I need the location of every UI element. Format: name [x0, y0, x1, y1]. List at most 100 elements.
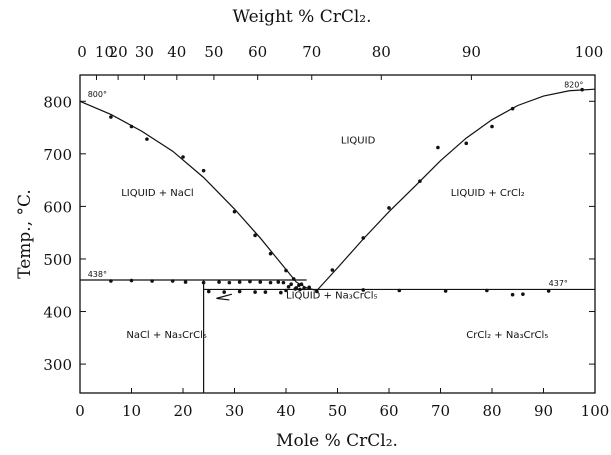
top-tick-label-40: 40	[167, 43, 186, 61]
region-label-nacl-na3crcl5: NaCl + Na₃CrCl₅	[126, 330, 207, 341]
y-tick-label-800: 800	[43, 93, 72, 111]
data-point-18	[490, 124, 494, 129]
data-point-47	[263, 290, 268, 294]
plot-frame	[79, 74, 596, 394]
data-point-39	[302, 286, 306, 291]
data-point-31	[258, 280, 263, 284]
data-point-52	[443, 289, 448, 293]
data-point-26	[201, 280, 206, 285]
data-point-41	[293, 287, 298, 291]
data-point-24	[170, 279, 175, 283]
bottom-axis-title: Mole % CrCl₂.	[276, 431, 398, 451]
temperature-label-437: 437°	[549, 279, 568, 288]
y-tick-label-400: 400	[43, 304, 72, 322]
data-point-28	[227, 280, 232, 285]
region-label-liquid-nacl: LIQUID + NaCl	[121, 188, 193, 199]
x-tick-label-70: 70	[431, 402, 450, 420]
liquidus-nacl-side	[79, 100, 318, 292]
data-point-13	[361, 236, 366, 240]
y-axis-title: Temp., °C.	[15, 189, 35, 279]
region-label-liquid: LIQUID	[341, 135, 376, 146]
top-tick-label-30: 30	[135, 43, 154, 61]
x-tick-label-10: 10	[122, 402, 141, 420]
data-point-44	[222, 290, 226, 294]
data-point-2	[145, 137, 149, 141]
data-point-19	[510, 106, 515, 111]
data-point-46	[253, 290, 257, 294]
y-tick-label-700: 700	[43, 146, 72, 164]
data-point-17	[464, 141, 469, 146]
data-point-25	[183, 280, 188, 284]
data-point-27	[217, 280, 221, 284]
data-point-12	[330, 268, 335, 272]
data-point-30	[248, 279, 252, 284]
data-point-48	[279, 290, 283, 295]
data-point-45	[237, 289, 242, 294]
liquidus-crcl2-side	[316, 88, 596, 291]
data-point-54	[510, 292, 515, 297]
top-tick-label-100: 100	[575, 43, 604, 61]
data-point-14	[387, 206, 391, 210]
data-point-11	[307, 285, 311, 290]
data-point-43	[206, 289, 211, 294]
data-point-55	[521, 292, 525, 296]
data-point-38	[297, 283, 301, 288]
x-tick-label-40: 40	[276, 402, 295, 420]
data-point-20	[580, 87, 584, 92]
x-tick-label-90: 90	[534, 402, 553, 420]
data-point-49	[315, 289, 319, 294]
top-axis-title: Weight % CrCl₂.	[232, 7, 371, 27]
bottom-axis-ticks: 0 10 20 30 40 50 60 70 80 90 100	[75, 388, 609, 420]
data-point-3	[181, 155, 185, 159]
top-tick-label-70: 70	[302, 43, 321, 61]
data-point-0	[109, 115, 113, 119]
data-point-22	[129, 278, 134, 283]
region-label-crcl2-na3crcl5: CrCl₂ + Na₃CrCl₅	[466, 330, 548, 341]
data-point-51	[397, 288, 402, 293]
data-point-32	[268, 280, 273, 285]
phase-boundaries	[79, 88, 596, 393]
top-tick-label-80: 80	[372, 43, 391, 61]
data-point-42	[298, 287, 302, 292]
y-tick-label-500: 500	[43, 251, 72, 269]
temperature-labels: 800° 820° 438° 437°	[88, 81, 584, 288]
data-point-50	[361, 288, 366, 292]
data-point-53	[485, 288, 489, 293]
x-tick-label-60: 60	[379, 402, 398, 420]
top-tick-label-50: 50	[204, 43, 223, 61]
region-label-liquid-crcl2: LIQUID + CrCl₂	[451, 188, 525, 199]
x-tick-label-50: 50	[328, 402, 347, 420]
data-point-4	[201, 168, 206, 173]
data-point-16	[436, 145, 440, 150]
data-point-29	[237, 280, 242, 284]
top-tick-label-60: 60	[248, 43, 267, 61]
temperature-label-800: 800°	[88, 90, 107, 99]
data-point-34	[281, 280, 286, 285]
label-leader-line	[216, 293, 233, 301]
data-point-15	[418, 179, 422, 183]
data-point-23	[150, 279, 154, 283]
y-tick-label-300: 300	[43, 356, 72, 374]
x-tick-label-80: 80	[482, 402, 501, 420]
data-points	[109, 87, 584, 297]
top-tick-label-0: 0	[77, 43, 87, 61]
temperature-label-438: 438°	[88, 270, 107, 279]
data-point-40	[284, 288, 288, 293]
phase-region-labels: LIQUID LIQUID + NaCl LIQUID + CrCl₂ LIQUID …	[121, 135, 548, 340]
top-tick-label-90: 90	[462, 43, 481, 61]
x-tick-label-0: 0	[75, 402, 85, 420]
region-label-liquid-na3crcl5: LIQUID + Na₃CrCl₅	[286, 290, 378, 301]
x-tick-label-30: 30	[225, 402, 244, 420]
x-tick-label-100: 100	[581, 402, 610, 420]
data-point-1	[129, 124, 134, 129]
data-point-56	[546, 289, 551, 293]
data-point-33	[276, 280, 281, 284]
data-point-5	[232, 209, 237, 214]
top-tick-label-10: 10	[95, 43, 114, 61]
data-point-35	[286, 285, 291, 289]
data-point-8	[284, 268, 288, 273]
data-point-36	[289, 282, 293, 286]
x-tick-label-20: 20	[173, 402, 192, 420]
